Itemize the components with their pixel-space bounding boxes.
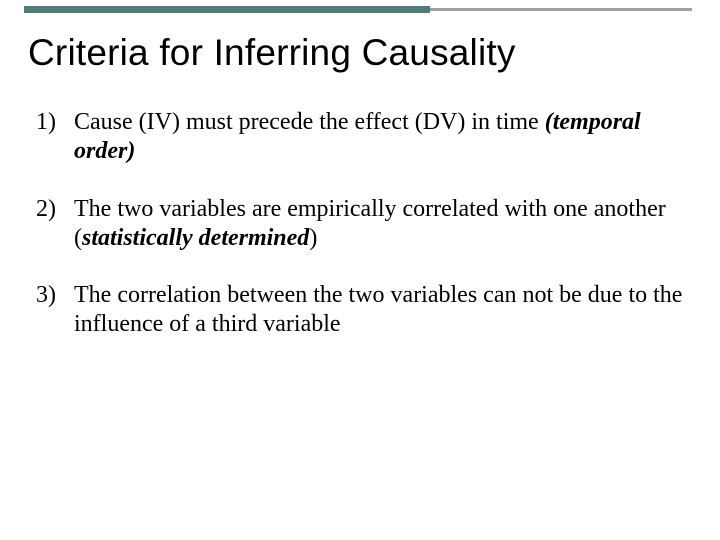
item-plain: The correlation between the two variable…	[74, 282, 682, 337]
item-plain-tail: )	[309, 225, 317, 251]
item-number: 3)	[36, 281, 74, 340]
criteria-list: 1) Cause (IV) must precede the effect (D…	[24, 108, 696, 340]
item-number: 1)	[36, 108, 74, 167]
item-text: The two variables are empirically correl…	[74, 195, 684, 254]
item-number: 2)	[36, 195, 74, 254]
item-text: Cause (IV) must precede the effect (DV) …	[74, 108, 684, 167]
item-emphasis: statistically determined	[82, 225, 309, 251]
rule-teal	[24, 6, 430, 13]
list-item: 1) Cause (IV) must precede the effect (D…	[36, 108, 684, 167]
list-item: 3) The correlation between the two varia…	[36, 281, 684, 340]
item-plain: Cause (IV) must precede the effect (DV) …	[74, 109, 545, 135]
item-text: The correlation between the two variable…	[74, 281, 684, 340]
slide-title: Criteria for Inferring Causality	[28, 32, 696, 74]
top-rule-decoration	[24, 0, 696, 18]
list-item: 2) The two variables are empirically cor…	[36, 195, 684, 254]
slide: Criteria for Inferring Causality 1) Caus…	[0, 0, 720, 540]
